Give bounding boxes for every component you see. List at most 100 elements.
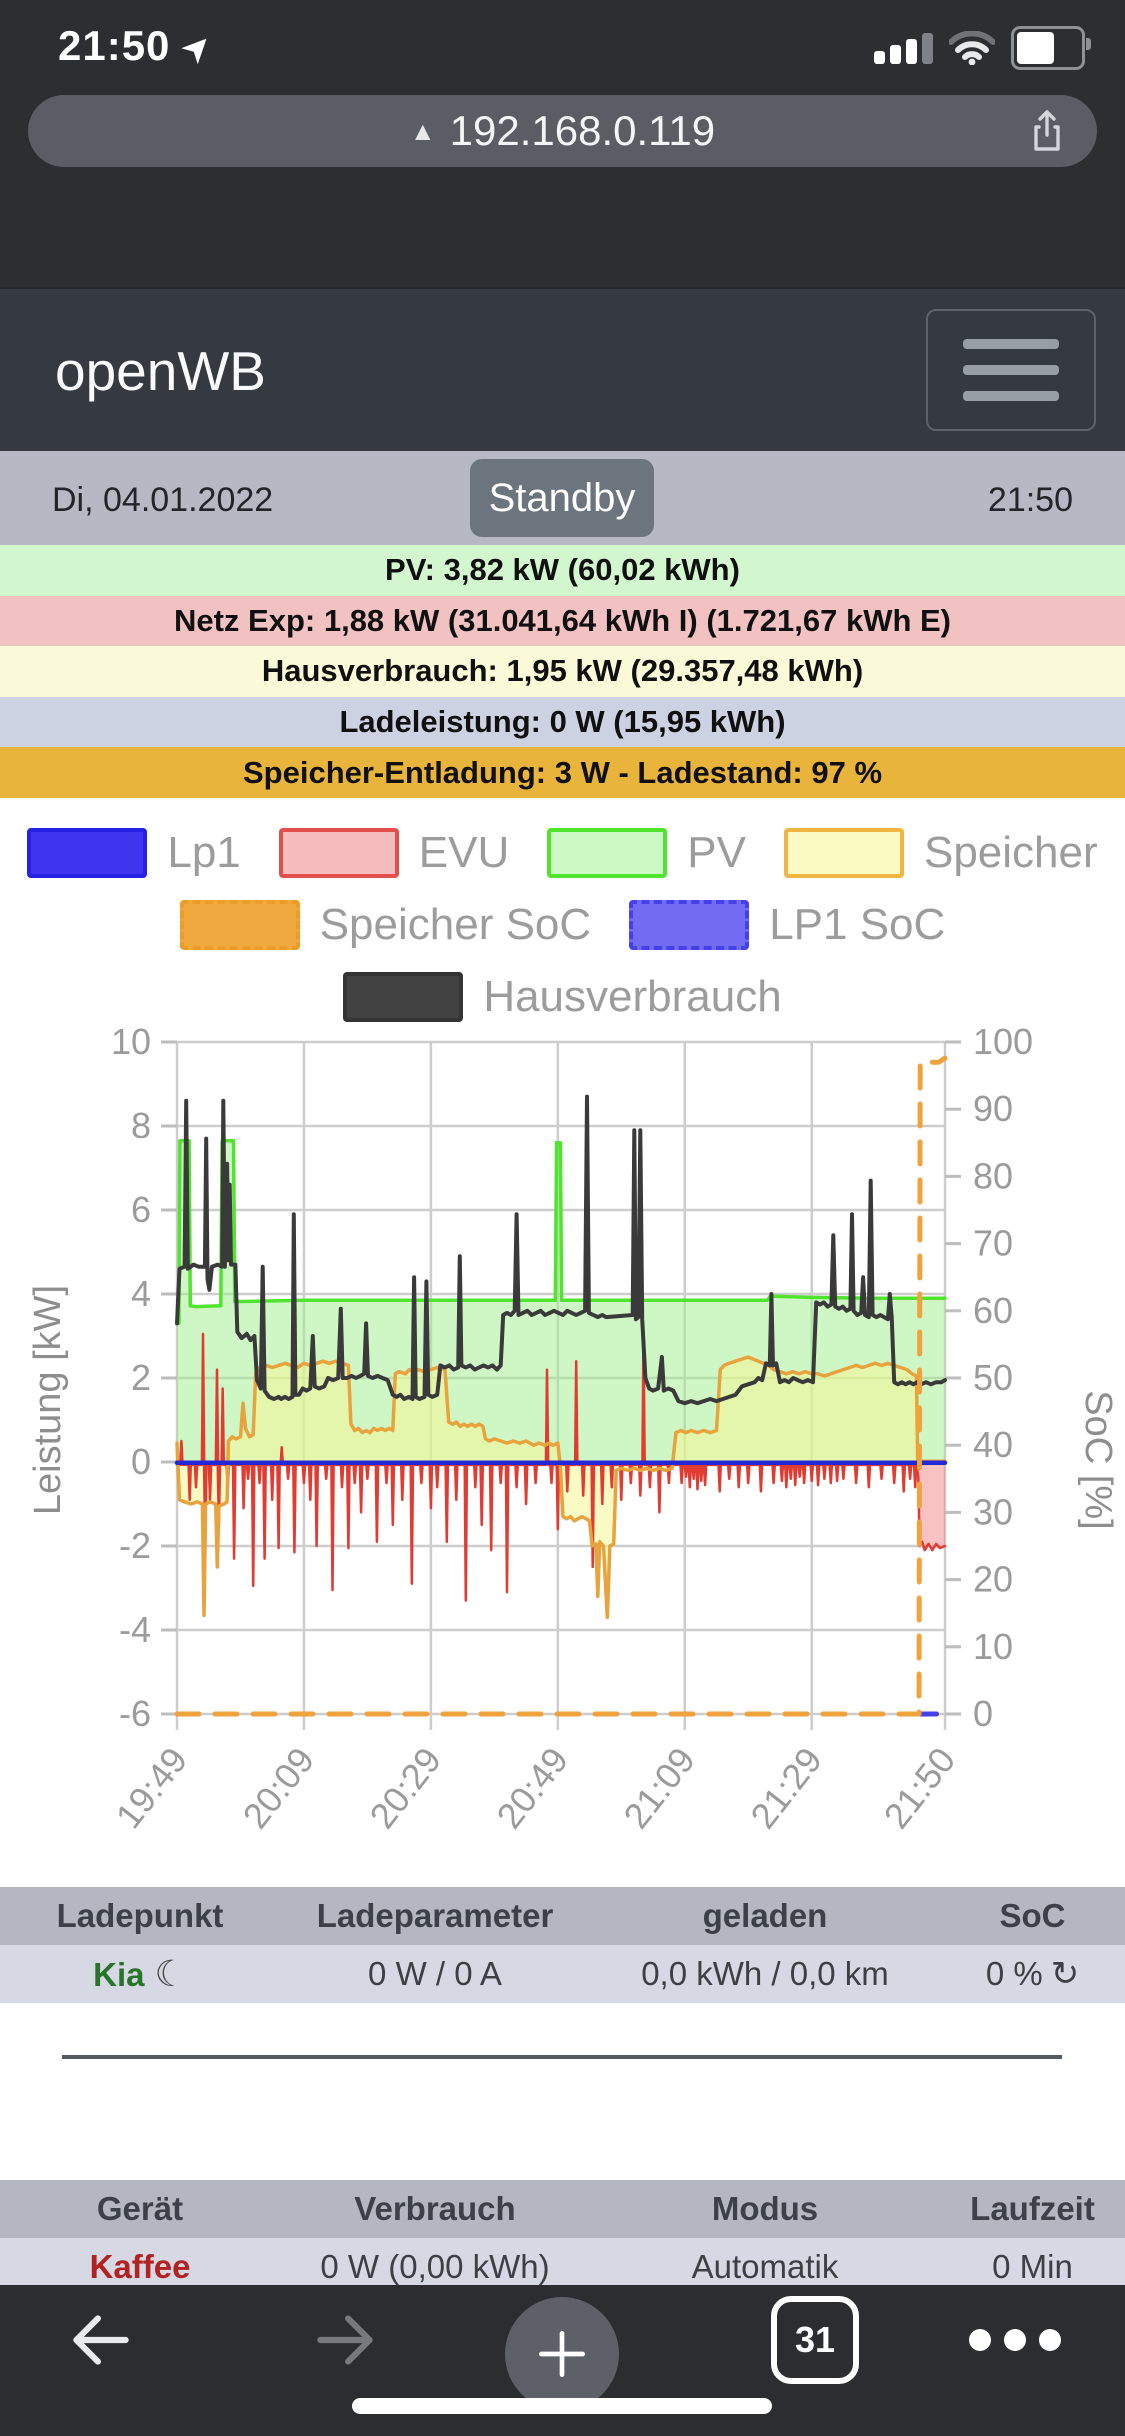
- ytick-left-label: -6: [119, 1693, 151, 1734]
- legend-swatch: [547, 828, 668, 878]
- status-row-netz-text: Netz Exp: 1,88 kW (31.041,64 kWh I) (1.7…: [173, 602, 951, 638]
- chart-legend: Lp1 EVU PV Speicher Speicher SoC LP1 SoC Hausv…: [0, 828, 1125, 1022]
- series-speicher-soc: [174, 1055, 948, 1717]
- date-label: Di, 04.01.2022: [52, 481, 274, 519]
- location-arrow-icon: ➤: [171, 21, 223, 73]
- legend-swatch: [783, 828, 904, 878]
- legend-item-hausverbrauch: Hausverbrauch: [343, 972, 782, 1022]
- right-axis-title: SoC [%]: [1077, 1390, 1119, 1529]
- ytick-right-label: 60: [973, 1290, 1013, 1331]
- status-row-hausverbrauch: Hausverbrauch: 1,95 kW (29.357,48 kWh): [0, 646, 1125, 697]
- ytick-right-label: 20: [973, 1559, 1013, 1600]
- ellipsis-icon: [969, 2329, 991, 2351]
- status-row-ladeleistung-text: Ladeleistung: 0 W (15,95 kWh): [339, 704, 786, 740]
- plus-icon: [539, 2331, 585, 2377]
- status-bar-icons: [874, 26, 1091, 70]
- date-row: Di, 04.01.2022 Standby 21:50: [0, 451, 1125, 545]
- col-verbrauch: Verbrauch: [354, 2190, 516, 2227]
- chargepoint-row-kia[interactable]: Kia ☾ 0 W / 0 A 0,0 kWh / 0,0 km 0 % ↻: [0, 1945, 1125, 2003]
- legend-row: Hausverbrauch: [0, 972, 1125, 1022]
- xtick-label: 20:49: [488, 1740, 576, 1836]
- history-chart: 10 8 6 4 2 0 -2 -4 -6 100 90 80 70 60 50 40 30 20 10 0 19:49…: [0, 1000, 1125, 1890]
- ytick-right-label: 80: [973, 1155, 1013, 1196]
- forward-button[interactable]: [290, 2285, 400, 2395]
- hamburger-menu-button[interactable]: [926, 309, 1096, 431]
- col-modus: Modus: [711, 2190, 819, 2227]
- status-row-netz: Netz Exp: 1,88 kW (31.041,64 kWh I) (1.7…: [0, 595, 1125, 647]
- legend-label: Lp1: [167, 828, 241, 877]
- xtick-label: 20:09: [234, 1740, 322, 1836]
- legend-row: Lp1 EVU PV Speicher: [0, 828, 1125, 878]
- time-label: 21:50: [987, 481, 1073, 519]
- charge-params: 0 W / 0 A: [368, 1955, 502, 1992]
- chargepoint-table: Ladepunkt Ladeparameter geladen SoC Kia ☾…: [0, 1887, 1125, 2003]
- xtick-label: 21:29: [742, 1740, 830, 1836]
- status-row-ladeleistung: Ladeleistung: 0 W (15,95 kWh): [0, 696, 1125, 748]
- col-soc: SoC: [999, 1897, 1066, 1934]
- insecure-warning-icon: ▲: [409, 115, 436, 146]
- status-bar-time: 21:50 ➤: [58, 22, 223, 73]
- legend-label: Speicher: [923, 828, 1098, 877]
- ytick-right-label: 70: [973, 1223, 1013, 1264]
- device-name: Kaffee: [89, 2248, 191, 2285]
- more-menu-button[interactable]: [950, 2285, 1080, 2395]
- legend-label: EVU: [418, 828, 510, 877]
- xtick-label: 21:50: [876, 1740, 964, 1836]
- tabs-button[interactable]: 31: [760, 2285, 870, 2395]
- app-title: openWB: [55, 340, 266, 402]
- legend-swatch: [179, 900, 300, 950]
- status-row-hausverbrauch-text: Hausverbrauch: 1,95 kW (29.357,48 kWh): [261, 653, 864, 689]
- address-bar[interactable]: ▲ 192.168.0.119: [28, 95, 1097, 167]
- ytick-left-label: 10: [111, 1021, 151, 1062]
- area-speicher: [177, 1357, 945, 1618]
- ytick-right-label: 40: [973, 1424, 1013, 1465]
- ytick-left-label: -2: [119, 1525, 151, 1566]
- ytick-right-label: 90: [973, 1088, 1013, 1129]
- xtick-label: 21:09: [615, 1740, 703, 1836]
- status-row-speicher: Speicher-Entladung: 3 W - Ladestand: 97 …: [0, 747, 1125, 798]
- history-chart-svg: 1086420-2-4-6100908070605040302010019:49…: [27, 1021, 1119, 1836]
- xtick-label: 19:49: [108, 1740, 196, 1836]
- device-runtime: 0 Min: [992, 2248, 1073, 2285]
- night-charging-moon-icon: ☾: [154, 1953, 187, 1994]
- cellular-signal-icon: [874, 32, 933, 64]
- col-ladepunkt: Ladepunkt: [56, 1897, 224, 1934]
- ytick-left-label: -4: [119, 1609, 151, 1650]
- ytick-left-label: 2: [131, 1357, 151, 1398]
- share-button[interactable]: [1023, 107, 1071, 155]
- col-ladeparameter: Ladeparameter: [316, 1897, 554, 1934]
- ytick-right-label: 0: [973, 1693, 993, 1734]
- forward-arrow-icon: [317, 2315, 373, 2365]
- status-rows: PV: 3,82 kW (60,02 kWh) Netz Exp: 1,88 kW…: [0, 545, 1125, 798]
- vehicle-soc: 0 %: [985, 1955, 1043, 1992]
- status-row-pv: PV: 3,82 kW (60,02 kWh): [0, 545, 1125, 596]
- device-mode: Automatik: [691, 2248, 839, 2285]
- legend-swatch: [27, 828, 148, 878]
- back-button[interactable]: [46, 2285, 156, 2395]
- status-row-speicher-text: Speicher-Entladung: 3 W - Ladestand: 97 …: [242, 754, 883, 790]
- section-divider: [62, 2055, 1062, 2059]
- device-consumption: 0 W (0,00 kWh): [320, 2248, 550, 2285]
- wifi-icon: [949, 31, 995, 65]
- ytick-right-label: 50: [973, 1357, 1013, 1398]
- ytick-left-label: 8: [131, 1105, 151, 1146]
- ytick-right-label: 10: [973, 1626, 1013, 1667]
- home-indicator[interactable]: [352, 2398, 772, 2414]
- new-tab-button[interactable]: [505, 2297, 619, 2411]
- status-bar: 21:50 ➤: [0, 0, 1125, 90]
- ytick-left-label: 6: [131, 1189, 151, 1230]
- soc-refresh-icon[interactable]: ↻: [1050, 1955, 1080, 1993]
- hamburger-icon: [963, 339, 1059, 349]
- col-geraet: Gerät: [96, 2190, 184, 2227]
- legend-item-speicher: Speicher: [783, 828, 1098, 878]
- device-table: Gerät Verbrauch Modus Laufzeit Kaffee 0 …: [0, 2180, 1125, 2296]
- ytick-right-label: 100: [973, 1021, 1033, 1062]
- app-navbar: openWB: [0, 287, 1125, 453]
- device-table-header: Gerät Verbrauch Modus Laufzeit: [0, 2180, 1125, 2238]
- url-text: 192.168.0.119: [449, 107, 716, 154]
- ytick-left-label: 4: [131, 1273, 151, 1314]
- legend-label: Speicher SoC: [319, 900, 592, 949]
- charge-mode-button[interactable]: Standby: [470, 459, 654, 537]
- chargepoint-table-header: Ladepunkt Ladeparameter geladen SoC: [0, 1887, 1125, 1945]
- browser-chrome: 21:50 ➤ ▲ 192.168.0.119: [0, 0, 1125, 287]
